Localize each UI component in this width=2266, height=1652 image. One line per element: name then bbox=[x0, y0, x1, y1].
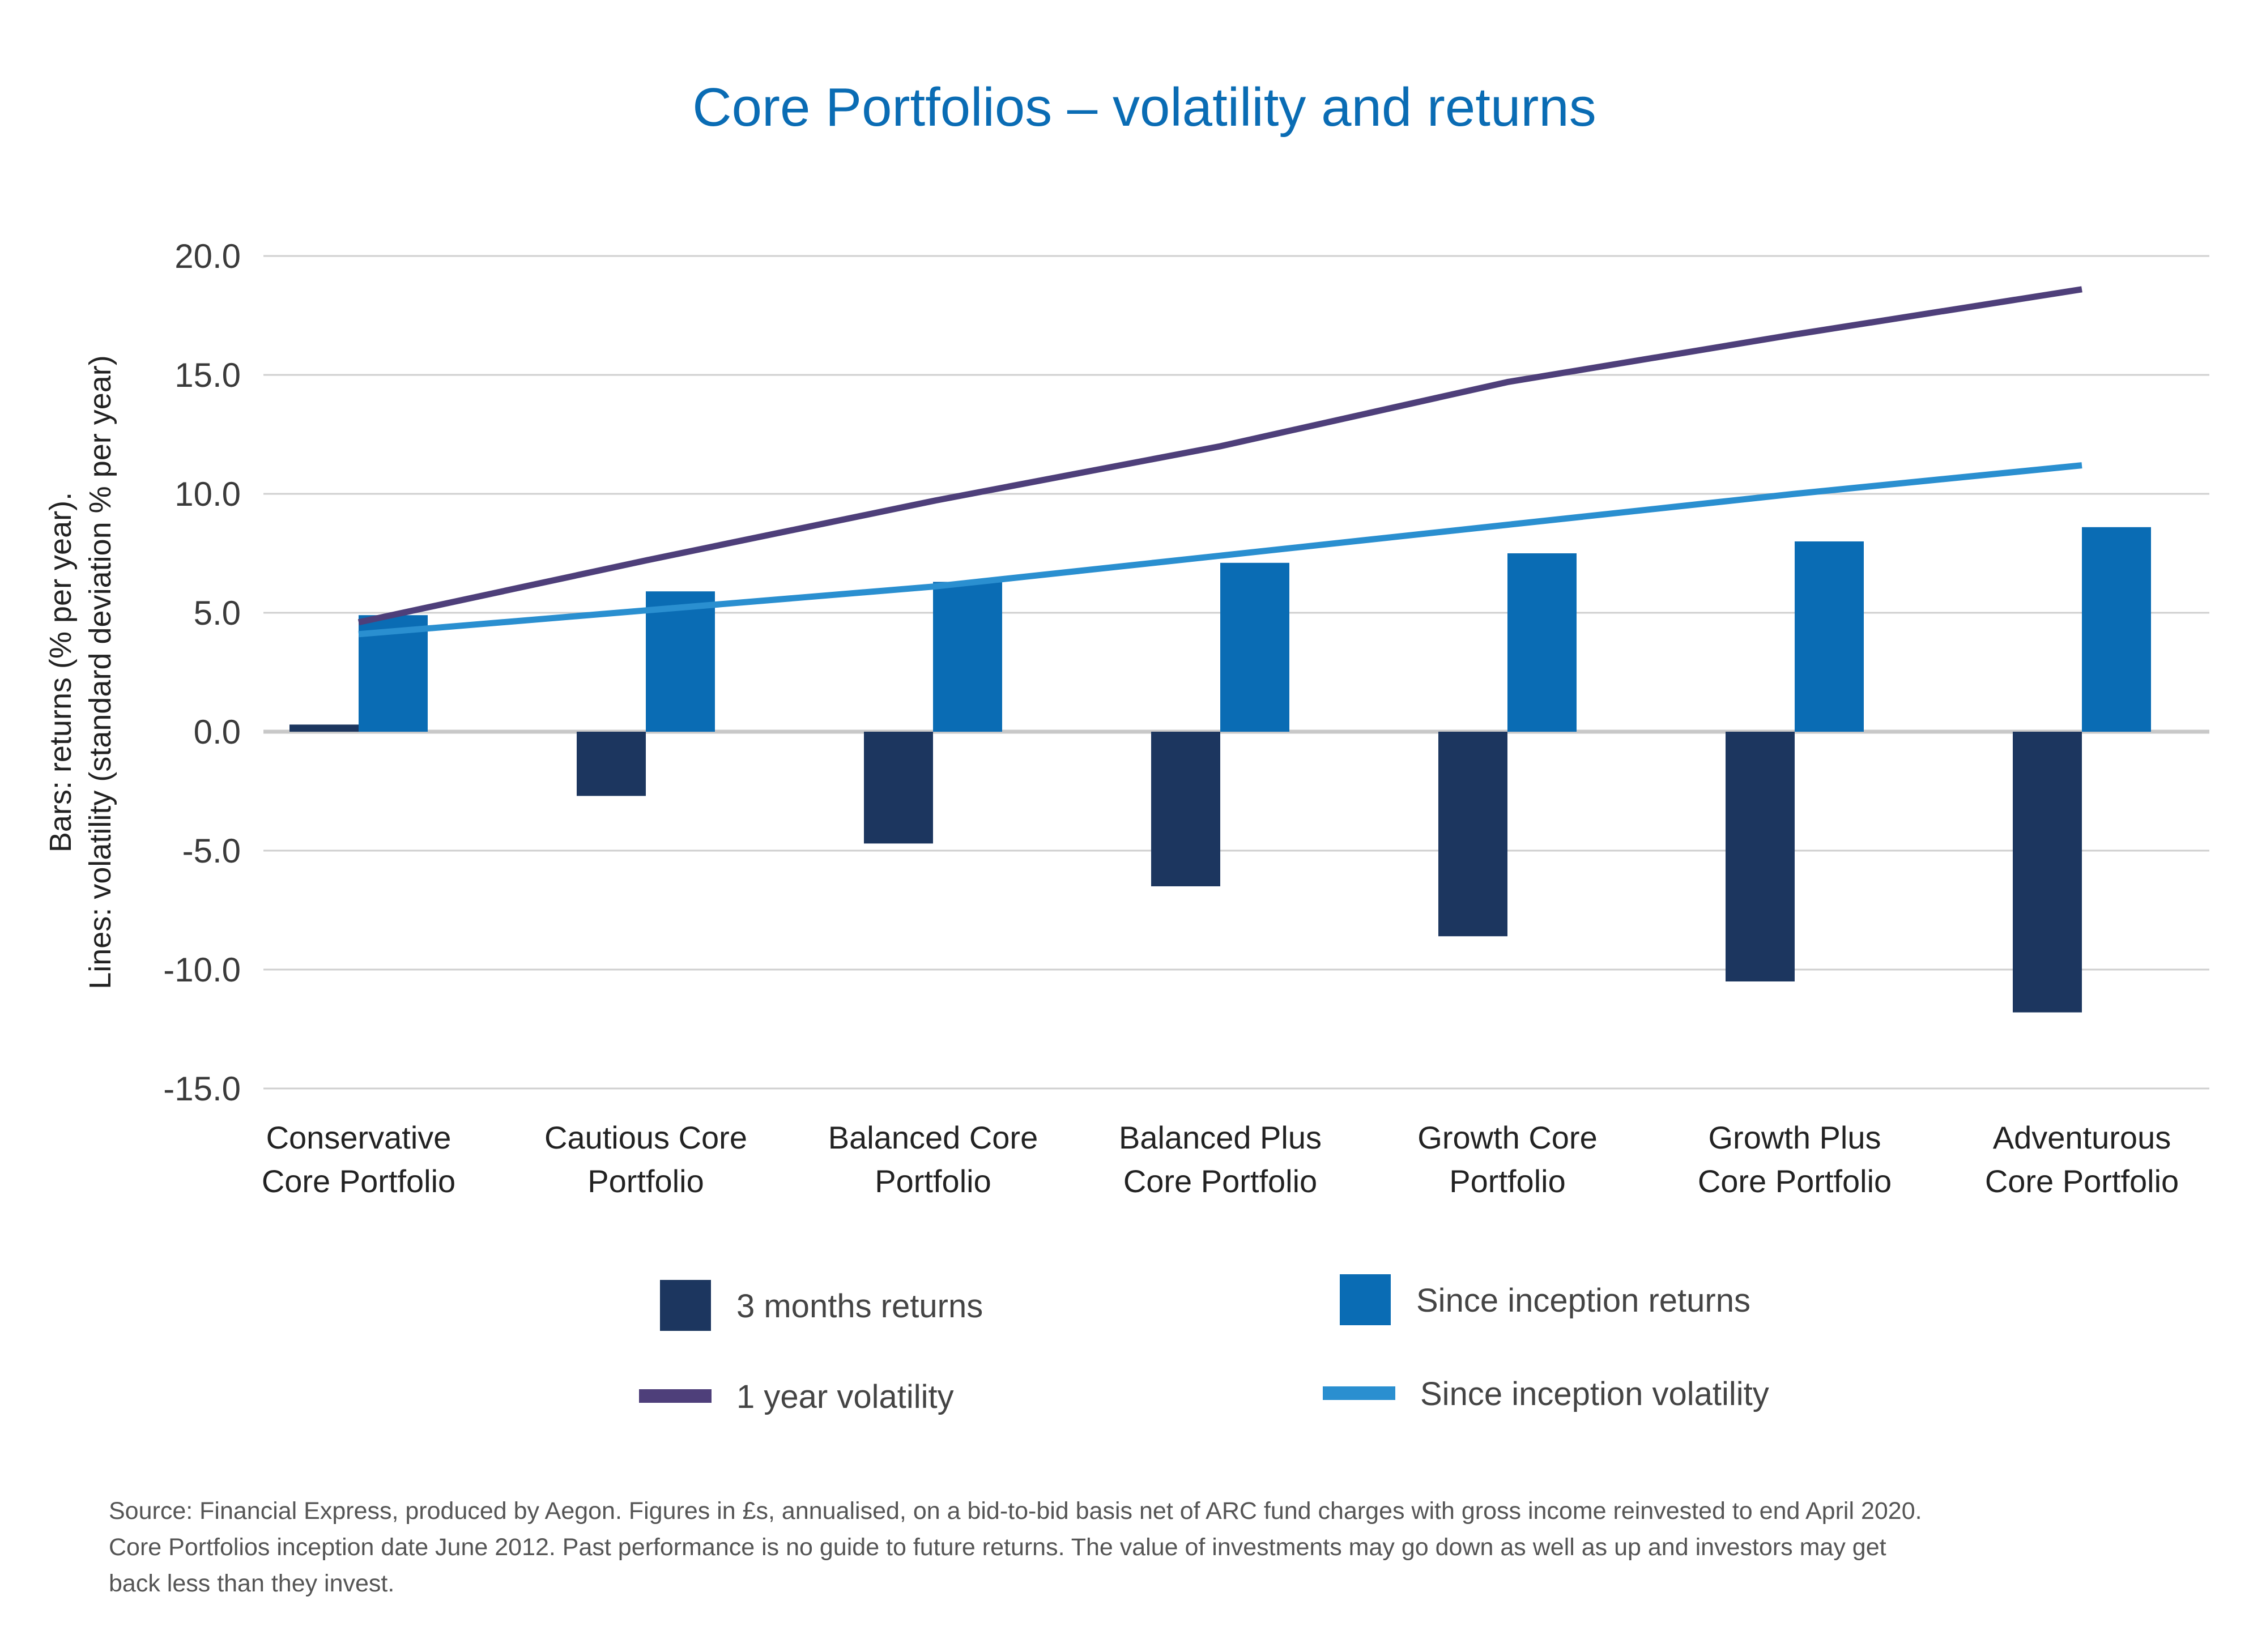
x-axis-categories: Conservative Core Portfolio Cautious Core P… bbox=[262, 1120, 2179, 1199]
source-text-line: Core Portfolios inception date June 2012… bbox=[109, 1534, 1886, 1561]
bar-3-months-returns bbox=[1438, 732, 1507, 937]
y-axis-title-line: Bars: returns (% per year). bbox=[44, 492, 78, 852]
bar-3-months-returns bbox=[864, 732, 933, 844]
source-note: Source: Financial Express, produced by A… bbox=[109, 1497, 1922, 1597]
legend-label: Since inception volatility bbox=[1420, 1376, 1769, 1412]
legend-label: 3 months returns bbox=[736, 1288, 983, 1325]
y-tick-label: -5.0 bbox=[182, 832, 241, 870]
bars bbox=[289, 527, 2151, 1013]
legend-swatch bbox=[660, 1280, 711, 1331]
bar-3-months-returns bbox=[2013, 732, 2082, 1013]
bar-since-inception-returns bbox=[1507, 553, 1577, 732]
volatility-lines bbox=[357, 286, 2082, 638]
y-tick-label: -10.0 bbox=[163, 951, 241, 989]
category-label: Cautious Core bbox=[544, 1120, 747, 1155]
category-label: Core Portfolio bbox=[262, 1163, 455, 1199]
y-axis-title: Bars: returns (% per year). Lines: volati… bbox=[44, 355, 117, 989]
bar-since-inception-returns bbox=[933, 582, 1002, 732]
bar-since-inception-returns bbox=[1220, 562, 1289, 732]
bar-3-months-returns bbox=[577, 732, 646, 796]
y-axis-title-line: Lines: volatility (standard deviation % … bbox=[83, 355, 117, 989]
legend-swatch bbox=[1340, 1274, 1391, 1325]
chart-title: Core Portfolios – volatility and returns bbox=[692, 77, 1596, 138]
source-text-line: back less than they invest. bbox=[109, 1570, 394, 1597]
bar-since-inception-returns bbox=[2082, 527, 2151, 732]
category-label: Growth Core bbox=[1417, 1120, 1597, 1155]
bar-since-inception-returns bbox=[646, 591, 715, 732]
legend-swatch bbox=[639, 1389, 712, 1403]
category-label: Core Portfolio bbox=[1985, 1163, 2179, 1199]
category-label: Growth Plus bbox=[1709, 1120, 1881, 1155]
bar-since-inception-returns bbox=[1795, 541, 1864, 732]
y-tick-label: -15.0 bbox=[163, 1070, 241, 1108]
legend-label: Since inception returns bbox=[1416, 1282, 1750, 1319]
category-label: Conservative bbox=[266, 1120, 452, 1155]
legend-label: 1 year volatility bbox=[736, 1378, 954, 1415]
y-tick-label: 20.0 bbox=[174, 237, 241, 275]
category-label: Portfolio bbox=[1449, 1163, 1565, 1199]
category-label: Portfolio bbox=[587, 1163, 704, 1199]
category-label: Balanced Core bbox=[828, 1120, 1038, 1155]
line-1-year-volatility bbox=[357, 286, 2082, 626]
y-tick-label: 0.0 bbox=[194, 713, 241, 751]
line-since-inception-volatility bbox=[358, 462, 2082, 638]
y-axis-ticks: 20.0 15.0 10.0 5.0 0.0 -5.0 -10.0 -15.0 bbox=[163, 237, 241, 1108]
y-tick-label: 15.0 bbox=[174, 356, 241, 394]
y-tick-label: 10.0 bbox=[174, 475, 241, 513]
bar-3-months-returns bbox=[1151, 732, 1220, 886]
legend: 3 months returns Since inception returns 1… bbox=[639, 1274, 1769, 1415]
bar-3-months-returns bbox=[1726, 732, 1795, 981]
source-text-line: Source: Financial Express, produced by A… bbox=[109, 1497, 1922, 1525]
category-label: Balanced Plus bbox=[1119, 1120, 1322, 1155]
legend-swatch bbox=[1323, 1386, 1395, 1400]
y-tick-label: 5.0 bbox=[194, 594, 241, 632]
category-label: Portfolio bbox=[875, 1163, 991, 1199]
category-label: Adventurous bbox=[1993, 1120, 2171, 1155]
category-label: Core Portfolio bbox=[1123, 1163, 1317, 1199]
bar-3-months-returns bbox=[289, 724, 359, 732]
category-label: Core Portfolio bbox=[1698, 1163, 1892, 1199]
